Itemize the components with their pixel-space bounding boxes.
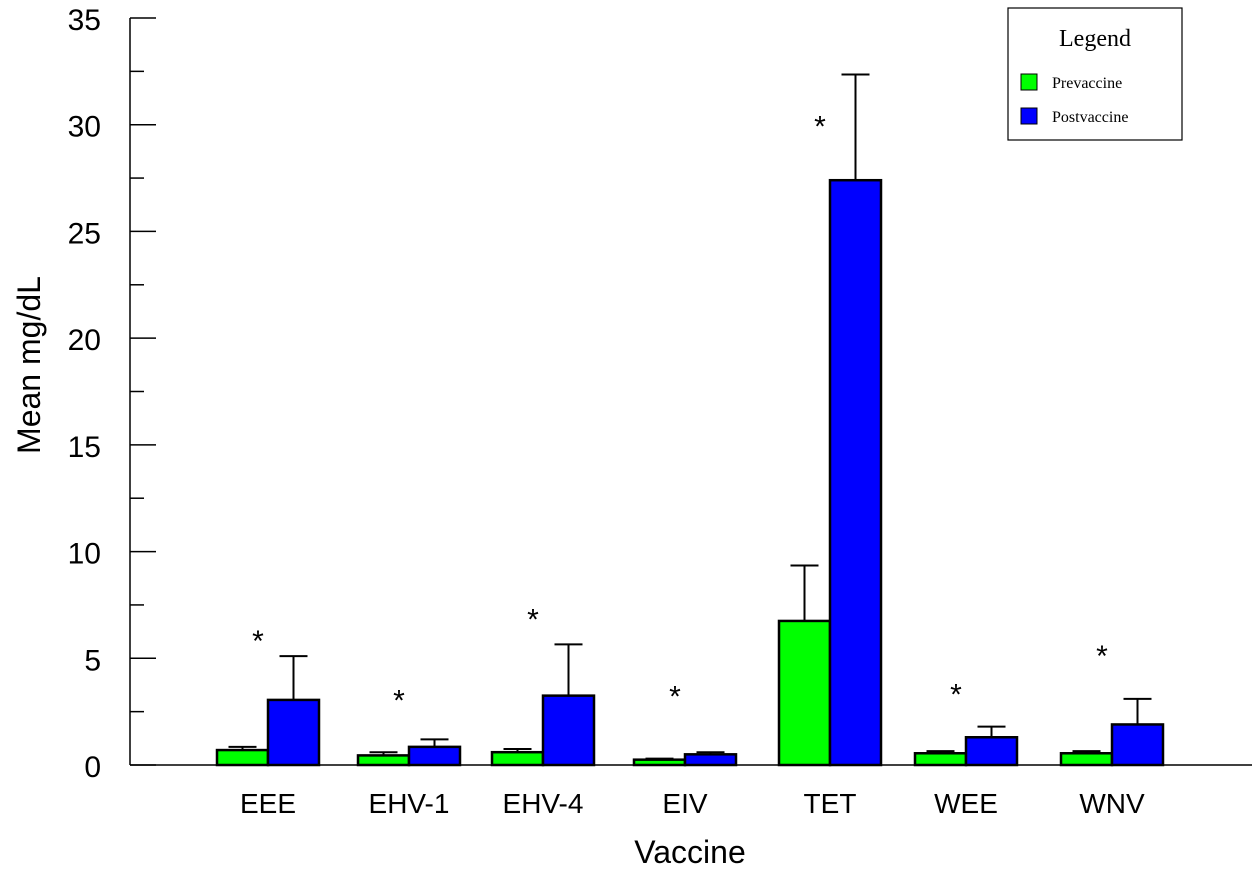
y-axis-label: Mean mg/dL <box>11 276 47 454</box>
significance-asterisk: * <box>1096 640 1108 673</box>
bar-prevaccine <box>356 754 411 767</box>
significance-asterisk: * <box>814 111 826 144</box>
x-tick-label: EIV <box>662 788 707 819</box>
legend-title: Legend <box>1059 26 1131 52</box>
y-tick-label: 30 <box>68 111 101 144</box>
significance-asterisk: * <box>669 680 681 713</box>
bar-postvaccine <box>828 178 883 767</box>
legend-label-postvaccine: Postvaccine <box>1052 109 1128 126</box>
y-tick-label: 0 <box>84 751 101 784</box>
bar-prevaccine <box>1059 752 1114 767</box>
bar-postvaccine <box>541 694 596 767</box>
axes-layer: 0 5 10 15 20 25 30 35 EEE * EHV-1 * EHV-4 * EIV * TET * WE… <box>68 4 1252 819</box>
x-tick-label: WNV <box>1079 788 1145 819</box>
bars-layer <box>215 73 1165 767</box>
x-tick-label: EHV-4 <box>503 788 584 819</box>
x-tick-label: EHV-1 <box>369 788 450 819</box>
y-tick-label: 20 <box>68 324 101 357</box>
y-tick-label: 35 <box>68 4 101 37</box>
bar-prevaccine <box>490 750 545 767</box>
bar-postvaccine <box>266 698 321 767</box>
x-tick-label: WEE <box>934 788 998 819</box>
x-tick-label: EEE <box>240 788 296 819</box>
y-tick-label: 15 <box>68 431 101 464</box>
legend-label-prevaccine: Prevaccine <box>1052 75 1122 92</box>
bar-postvaccine <box>683 753 738 767</box>
y-tick-label: 10 <box>68 538 101 571</box>
bar-postvaccine <box>964 736 1019 767</box>
bar-prevaccine <box>215 748 270 767</box>
x-axis-label: Vaccine <box>634 834 745 870</box>
significance-asterisk: * <box>950 678 962 711</box>
bar-postvaccine <box>1110 723 1165 767</box>
significance-asterisk: * <box>527 604 539 637</box>
bar-postvaccine <box>407 745 462 767</box>
bar-prevaccine <box>777 619 832 767</box>
y-tick-label: 5 <box>84 644 101 677</box>
x-tick-label: TET <box>804 788 857 819</box>
legend-swatch-prevaccine <box>1020 73 1038 91</box>
bar-prevaccine <box>632 758 687 767</box>
legend-swatch-postvaccine <box>1020 107 1038 125</box>
significance-asterisk: * <box>252 625 264 658</box>
y-tick-label: 25 <box>68 217 101 250</box>
significance-asterisk: * <box>393 685 405 718</box>
bar-prevaccine <box>913 752 968 767</box>
legend: Legend Prevaccine Postvaccine <box>1007 7 1183 141</box>
